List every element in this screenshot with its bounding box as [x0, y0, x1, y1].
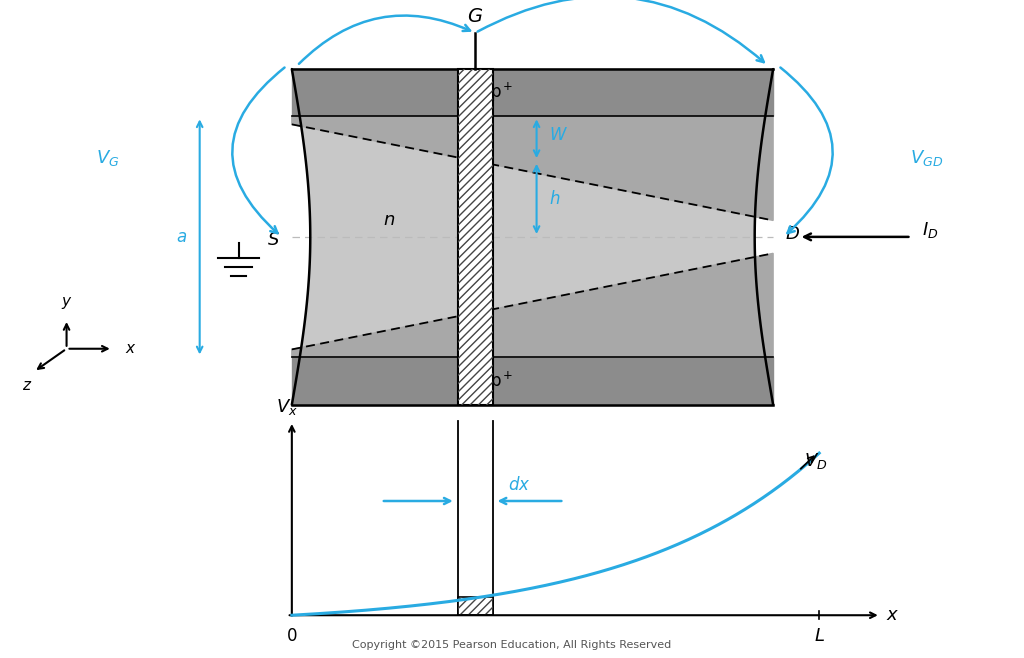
Text: Copyright ©2015 Pearson Education, All Rights Reserved: Copyright ©2015 Pearson Education, All R…: [352, 640, 672, 650]
Text: $V_x$: $V_x$: [275, 397, 298, 417]
Polygon shape: [292, 69, 773, 116]
Text: $I_D$: $I_D$: [922, 220, 938, 240]
Polygon shape: [292, 253, 773, 357]
Text: $L$: $L$: [814, 627, 824, 645]
Text: $n$: $n$: [383, 211, 395, 230]
Text: $h$: $h$: [549, 190, 560, 208]
Text: $dx$: $dx$: [508, 476, 530, 494]
FancyArrowPatch shape: [232, 68, 285, 233]
Polygon shape: [292, 69, 773, 405]
Text: $S$: $S$: [266, 231, 280, 249]
Bar: [458, 69, 493, 405]
FancyArrowPatch shape: [477, 0, 764, 62]
Bar: [458, 69, 493, 405]
Text: p$^+$: p$^+$: [490, 369, 513, 393]
Text: $V_{GD}$: $V_{GD}$: [910, 148, 943, 168]
Text: $a$: $a$: [176, 228, 187, 246]
Text: $x$: $x$: [125, 342, 136, 356]
FancyArrowPatch shape: [780, 68, 833, 233]
Text: $W$: $W$: [549, 126, 568, 144]
Bar: [458, 597, 493, 615]
FancyArrowPatch shape: [299, 16, 470, 64]
Text: $V_G$: $V_G$: [96, 148, 119, 168]
Bar: [458, 597, 493, 615]
Text: $z$: $z$: [23, 378, 33, 393]
Polygon shape: [292, 116, 773, 220]
Polygon shape: [292, 357, 773, 405]
Text: $0$: $0$: [286, 627, 298, 645]
Text: $y$: $y$: [60, 295, 73, 311]
Text: $x$: $x$: [886, 606, 899, 624]
Text: $V_D$: $V_D$: [804, 451, 827, 471]
Text: $D$: $D$: [785, 224, 801, 243]
Text: $G$: $G$: [467, 7, 483, 26]
Text: p$^+$: p$^+$: [490, 81, 513, 105]
